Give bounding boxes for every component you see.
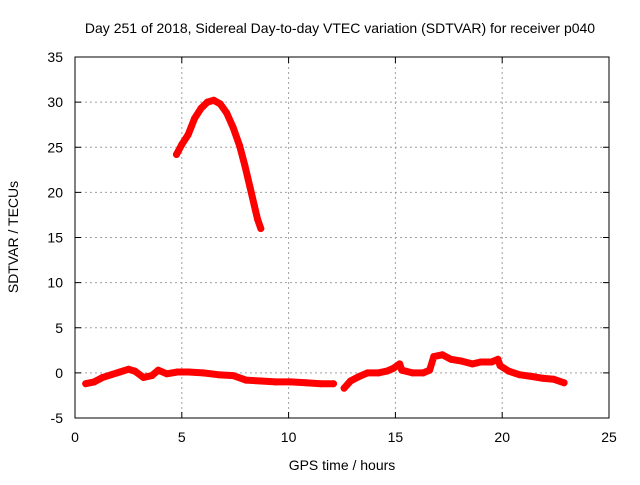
data-point [214,371,222,379]
data-point [184,131,192,139]
plot-frame [74,56,610,419]
data-point [223,109,231,117]
data-point [447,355,455,363]
data-point [242,376,250,384]
data-point [216,100,224,108]
data-point [302,379,310,387]
data-point [355,373,363,380]
data-point [528,373,536,380]
data-point [340,384,348,392]
data-point [494,355,502,363]
x-tick-label: 15 [388,429,404,445]
y-tick-label: 15 [47,230,63,246]
data-point [178,141,186,148]
data-point [488,358,495,366]
y-tick-label: 5 [55,320,63,336]
data-point [438,351,446,359]
data-point [236,141,243,149]
data-point [347,377,354,385]
data-point [174,368,181,376]
data-point [199,369,207,377]
data-point [426,366,434,374]
data-point [430,353,438,361]
x-tick-label: 20 [494,429,510,445]
series-low-arc-1 [82,365,337,388]
data-point [560,379,568,387]
data-point [107,371,115,379]
data-point [287,378,295,386]
data-point [254,215,262,223]
x-tick-label: 10 [281,429,297,445]
data-point [184,368,192,376]
y-tick-label: -5 [51,410,64,426]
data-point [210,96,218,104]
data-point [90,378,98,386]
y-tick-label: 20 [47,184,63,200]
data-point [468,360,476,368]
data-point [272,378,280,386]
data-point [154,366,162,374]
data-point [124,365,132,373]
y-tick-label: 10 [47,275,63,291]
data-point [203,98,211,106]
data-point [197,104,205,112]
y-tick-label: 25 [47,139,63,155]
data-point [82,380,90,388]
data-point [257,225,265,232]
data-point [139,373,147,381]
grid [75,57,609,418]
data-point [173,151,180,158]
chart-title: Day 251 of 2018, Sidereal Day-to-day VTE… [85,20,595,36]
data-point [515,371,523,379]
x-tick-label: 25 [601,429,617,445]
x-axis-label: GPS time / hours [289,457,396,473]
series-satellite-arc [173,96,265,232]
data-point [409,369,416,377]
data-point [505,367,513,375]
series-line [173,96,265,232]
data-point [317,380,325,388]
data-point [163,370,171,378]
data-point [389,364,397,372]
y-axis-label: SDTVAR / TECUs [5,181,21,293]
data-point [458,357,466,365]
data-point [131,367,139,375]
x-tick-label: 0 [71,429,79,445]
data-point [374,369,382,377]
x-tick-label: 5 [178,429,186,445]
data-point [257,377,265,385]
y-tick-label: 30 [47,94,63,110]
data-point [250,202,258,210]
data-point [191,114,199,122]
data-point [148,372,156,380]
data-point [330,380,337,388]
data-point [419,369,427,377]
y-tick-label: 35 [47,49,63,65]
data-point [539,374,547,382]
series-low-arc-2 [340,351,568,392]
y-tick-label: 0 [55,365,63,381]
data-point [383,367,391,375]
ticks: 0 5 10 15 20 25 -5 0 5 10 15 20 25 30 35 [47,49,617,445]
data-point [246,184,254,192]
data-point [229,123,237,131]
data-point [364,369,372,377]
data-point [496,362,504,370]
data-point [241,161,249,169]
series-layer [82,96,568,392]
data-point [116,368,124,376]
data-point [396,360,404,368]
data-point [550,375,557,383]
data-point [99,373,107,381]
data-point [398,366,406,374]
data-point [229,372,237,380]
data-point [477,358,485,366]
